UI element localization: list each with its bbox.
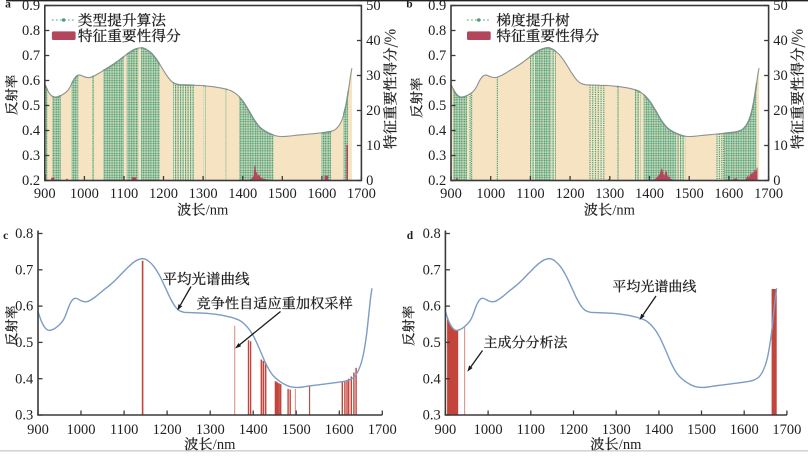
svg-text:1400: 1400 (644, 422, 673, 438)
svg-text:1100: 1100 (517, 422, 545, 438)
svg-text:0.3: 0.3 (423, 408, 441, 424)
svg-text:1700: 1700 (772, 422, 801, 438)
svg-text:0.8: 0.8 (423, 226, 441, 242)
svg-text:1500: 1500 (675, 186, 704, 202)
svg-text:0.5: 0.5 (22, 98, 40, 114)
svg-text:1300: 1300 (595, 186, 624, 202)
svg-text:1200: 1200 (149, 186, 178, 202)
svg-text:/nm: /nm (619, 437, 642, 453)
svg-text:0.2: 0.2 (428, 173, 446, 189)
svg-text:40: 40 (366, 33, 381, 49)
svg-text:40: 40 (773, 33, 788, 49)
svg-text:0.3: 0.3 (428, 148, 446, 164)
svg-text:0.4: 0.4 (15, 371, 34, 387)
svg-text:0.6: 0.6 (22, 73, 40, 89)
svg-text:0.8: 0.8 (15, 226, 33, 242)
svg-text:0.6: 0.6 (423, 299, 441, 315)
svg-text:1000: 1000 (474, 422, 503, 438)
svg-text:1600: 1600 (307, 186, 336, 202)
svg-text:50: 50 (773, 0, 788, 14)
svg-text:900: 900 (440, 186, 462, 202)
svg-text:900: 900 (34, 186, 56, 202)
svg-text:0.7: 0.7 (22, 48, 40, 64)
svg-text:b: b (406, 0, 412, 11)
svg-text:1100: 1100 (110, 422, 138, 438)
svg-text:0.8: 0.8 (428, 23, 446, 39)
svg-text:0.7: 0.7 (423, 262, 441, 278)
svg-text:0.4: 0.4 (423, 371, 442, 387)
svg-text:50: 50 (366, 0, 381, 14)
svg-text:0.6: 0.6 (428, 73, 446, 89)
svg-text:1300: 1300 (196, 422, 225, 438)
svg-text:0.7: 0.7 (428, 48, 446, 64)
svg-text:1200: 1200 (556, 186, 585, 202)
svg-text:0.7: 0.7 (15, 262, 33, 278)
svg-text:0.4: 0.4 (22, 123, 41, 139)
svg-text:0.6: 0.6 (15, 299, 33, 315)
svg-text:20: 20 (773, 103, 788, 119)
svg-text:10: 10 (773, 138, 788, 154)
svg-text:c: c (3, 230, 8, 242)
svg-text:1100: 1100 (516, 186, 544, 202)
svg-text:1000: 1000 (70, 186, 99, 202)
svg-text:0.9: 0.9 (22, 0, 40, 14)
svg-text:1500: 1500 (268, 186, 297, 202)
svg-text:/nm: /nm (612, 203, 635, 219)
svg-text:1600: 1600 (325, 422, 354, 438)
svg-text:/nm: /nm (213, 437, 236, 453)
svg-text:1300: 1300 (602, 422, 631, 438)
svg-text:20: 20 (366, 103, 381, 119)
svg-text:1700: 1700 (347, 186, 376, 202)
svg-text:1700: 1700 (368, 422, 397, 438)
svg-text:1200: 1200 (153, 422, 182, 438)
svg-text:1500: 1500 (282, 422, 311, 438)
svg-text:30: 30 (366, 68, 381, 84)
svg-text:1500: 1500 (687, 422, 716, 438)
svg-text:1400: 1400 (635, 186, 664, 202)
svg-text:1400: 1400 (228, 186, 257, 202)
svg-text:1600: 1600 (714, 186, 743, 202)
svg-text:1000: 1000 (476, 186, 505, 202)
svg-text:1400: 1400 (239, 422, 268, 438)
svg-text:0.5: 0.5 (423, 335, 441, 351)
svg-text:0.8: 0.8 (22, 23, 40, 39)
svg-text:900: 900 (27, 422, 49, 438)
svg-text:0.9: 0.9 (428, 0, 446, 14)
svg-text:a: a (5, 0, 11, 11)
svg-text:1000: 1000 (67, 422, 96, 438)
svg-text:1100: 1100 (110, 186, 138, 202)
svg-text:1700: 1700 (754, 186, 783, 202)
svg-text:30: 30 (773, 68, 788, 84)
svg-text:900: 900 (435, 422, 457, 438)
svg-text:1600: 1600 (730, 422, 759, 438)
svg-text:/nm: /nm (206, 203, 229, 219)
svg-text:10: 10 (366, 138, 381, 154)
svg-text:d: d (407, 230, 414, 242)
svg-text:0.5: 0.5 (15, 335, 33, 351)
svg-text:1300: 1300 (189, 186, 218, 202)
svg-text:0.4: 0.4 (428, 123, 447, 139)
svg-text:0: 0 (366, 173, 373, 189)
svg-text:0.3: 0.3 (15, 408, 33, 424)
svg-text:0.2: 0.2 (22, 173, 40, 189)
svg-text:0: 0 (773, 173, 780, 189)
svg-text:1200: 1200 (559, 422, 588, 438)
svg-text:0.3: 0.3 (22, 148, 40, 164)
svg-text:0.5: 0.5 (428, 98, 446, 114)
